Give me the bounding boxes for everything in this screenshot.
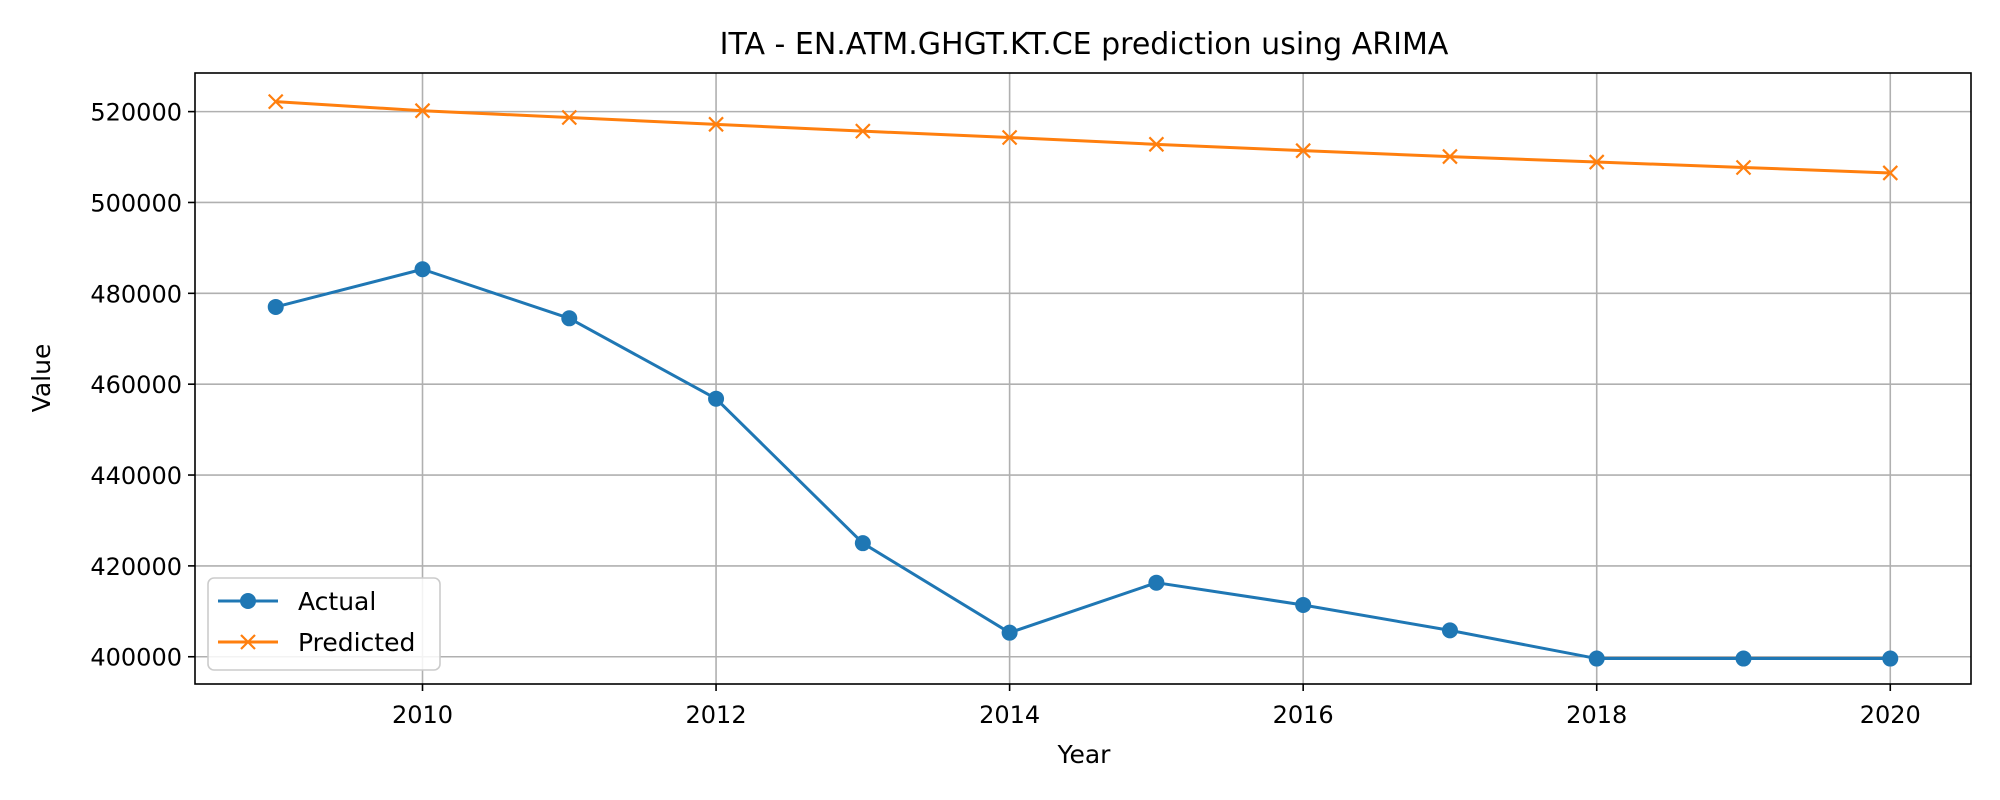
data-point: [708, 116, 724, 133]
x-marker-stroke: [561, 109, 578, 126]
y-tick-label: 460000: [90, 371, 182, 399]
plot-frame: [194, 72, 1972, 685]
data-point: [708, 390, 725, 407]
x-marker-stroke: [414, 102, 431, 119]
x-tick-label: 2018: [1566, 701, 1627, 729]
data-point: [1882, 165, 1899, 181]
data-point: [561, 310, 578, 327]
x-marker-stroke: [1295, 142, 1311, 159]
data-point: [1001, 129, 1018, 146]
legend-marker: [240, 593, 256, 609]
x-marker-stroke: [1882, 165, 1899, 181]
data-point: [1735, 650, 1752, 667]
series-line-predicted: [275, 100, 1891, 175]
chart-title: ITA - EN.ATM.GHGT.KT.CE prediction using…: [720, 27, 1449, 62]
data-point: [414, 102, 431, 119]
x-marker-stroke: [1588, 154, 1605, 170]
data-point: [267, 93, 284, 110]
series-actual: [267, 261, 1899, 667]
x-tick-label: 2014: [979, 701, 1040, 729]
y-tick-label: 440000: [90, 462, 182, 490]
data-point: [1882, 650, 1899, 667]
data-point: [267, 298, 284, 315]
data-point: [1001, 624, 1018, 641]
y-tick-label: 520000: [90, 99, 182, 127]
data-point: [1735, 159, 1752, 176]
x-tick-label: 2010: [392, 701, 453, 729]
y-tick-label: 500000: [90, 189, 182, 217]
legend-label: Actual: [298, 587, 376, 616]
x-marker-stroke: [267, 93, 284, 110]
data-point: [1148, 136, 1165, 153]
x-marker-stroke: [708, 116, 724, 133]
data-point: [561, 109, 578, 126]
data-point: [1442, 148, 1458, 165]
y-tick-label: 400000: [90, 644, 182, 672]
series-predicted: [267, 93, 1899, 181]
x-marker-stroke: [1735, 159, 1752, 176]
data-point: [414, 261, 431, 278]
x-marker-stroke: [1001, 129, 1018, 146]
series-layer: [267, 93, 1899, 667]
x-marker-stroke: [1148, 136, 1165, 153]
y-tick-label: 420000: [90, 553, 182, 581]
data-point: [1148, 574, 1165, 591]
legend-marker: [240, 634, 256, 650]
legend: Actual Predicted: [207, 577, 441, 671]
legend-item-actual: Actual: [218, 587, 376, 616]
legend-label: Predicted: [298, 628, 415, 657]
x-tick-label: 2012: [686, 701, 747, 729]
data-point: [1295, 142, 1311, 159]
data-point: [1295, 596, 1312, 613]
data-point: [855, 123, 871, 139]
data-point: [1588, 650, 1605, 667]
x-tick-label: 2016: [1273, 701, 1334, 729]
data-point: [1441, 622, 1458, 639]
data-point: [1588, 154, 1605, 170]
x-axis-label: Year: [1057, 740, 1112, 769]
legend-item-predicted: Predicted: [218, 628, 415, 657]
axis-ticks: 2010 2012 2014 2016 2018 2020 400000 420000 4400…: [90, 99, 1920, 729]
y-tick-label: 480000: [90, 280, 182, 308]
y-axis-label: Value: [27, 344, 56, 413]
series-line-actual: [275, 267, 1891, 661]
x-marker-stroke: [1442, 148, 1458, 165]
x-tick-label: 2020: [1860, 701, 1921, 729]
x-marker-stroke: [855, 123, 871, 139]
data-point: [854, 535, 871, 552]
